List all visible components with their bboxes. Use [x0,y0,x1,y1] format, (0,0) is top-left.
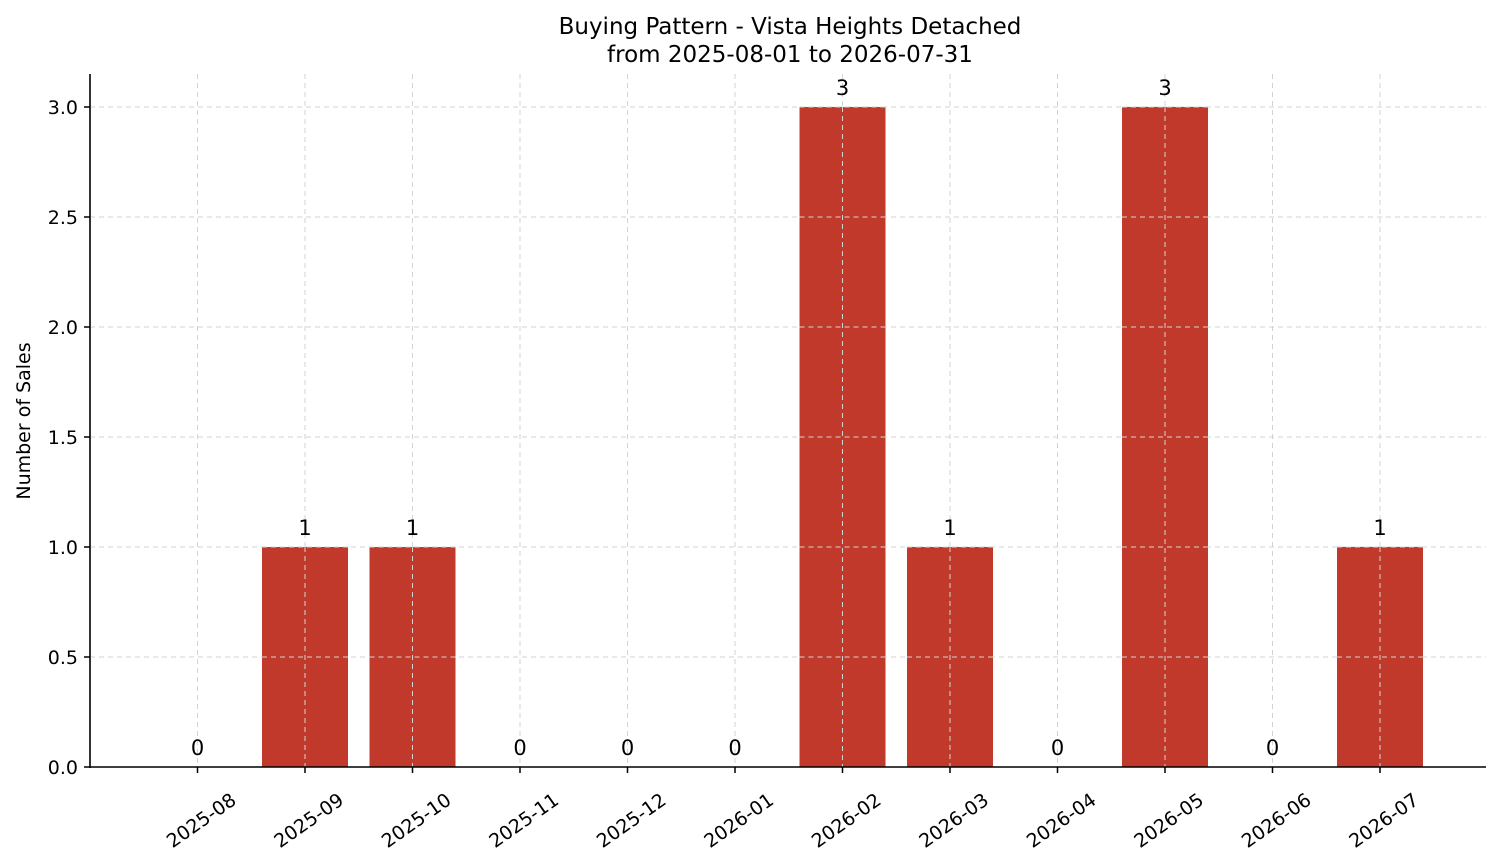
bars-layer [262,106,1423,767]
bar-value-label: 0 [1266,736,1279,760]
data-labels-layer: 0 1 1 0 0 0 3 1 0 3 0 1 [191,76,1387,760]
x-tick-label: 2026-07 [1345,789,1423,853]
bar-value-label: 0 [513,736,526,760]
x-tick-label: 2026-04 [1023,789,1101,853]
y-tick-label: 3.0 [48,97,78,119]
x-tick-label: 2025-09 [270,789,348,853]
x-tick-label: 2025-10 [378,789,456,853]
x-tick-label: 2026-01 [700,789,778,853]
x-tick-label: 2026-03 [915,789,993,853]
x-tick-label: 2026-06 [1238,789,1316,853]
bar-value-label: 1 [1373,516,1386,540]
x-tick-label: 2025-11 [485,789,563,853]
x-tick-label: 2025-12 [593,789,671,853]
y-tick-label: 0.5 [48,647,78,669]
bar-value-label: 1 [298,516,311,540]
chart-subtitle: from 2025-08-01 to 2026-07-31 [607,42,973,68]
bar-value-label: 0 [621,736,634,760]
y-tick-label: 0.0 [48,757,78,779]
bar-value-label: 0 [191,736,204,760]
x-tick-label: 2026-05 [1130,789,1208,853]
y-tick-label: 1.0 [48,537,78,559]
y-tick-label: 2.0 [48,317,78,339]
bar-value-label: 3 [836,76,849,100]
x-tick-label: 2025-08 [163,789,241,853]
bar-value-label: 3 [1158,76,1171,100]
bar-value-label: 1 [406,516,419,540]
bar-value-label: 1 [943,516,956,540]
y-tick-label: 1.5 [48,427,78,449]
bar-value-label: 0 [1051,736,1064,760]
y-tick-label: 2.5 [48,207,78,229]
y-axis-label: Number of Sales [13,342,35,499]
bar-value-label: 0 [728,736,741,760]
chart-title: Buying Pattern - Vista Heights Detached [559,14,1022,40]
x-tick-label: 2026-02 [808,789,886,853]
